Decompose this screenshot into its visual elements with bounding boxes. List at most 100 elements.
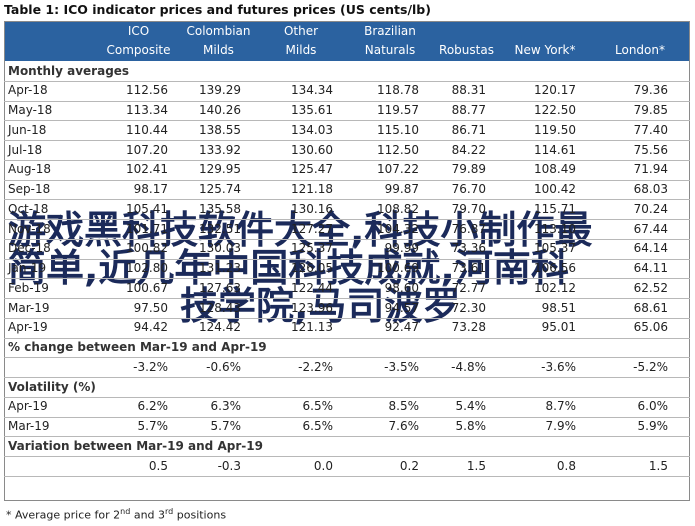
value-cell: 114.61	[534, 142, 576, 157]
value-cell: -3.6%	[541, 359, 576, 374]
value-cell: 76.87	[451, 221, 486, 236]
value-cell: 62.52	[633, 280, 668, 295]
value-cell: 99.87	[384, 182, 419, 196]
value-cell: 119.57	[377, 103, 419, 117]
value-cell: -0.6%	[206, 359, 241, 374]
value-cell: 100.69	[377, 261, 419, 275]
value-cell: 128.43	[199, 300, 241, 315]
column-header: Other	[283, 24, 319, 38]
value-cell: 98.17	[133, 182, 168, 196]
value-cell: 120.17	[534, 83, 576, 98]
value-cell: -2.2%	[298, 359, 333, 374]
row-divider	[4, 140, 690, 141]
row-divider	[4, 219, 690, 220]
value-cell: 6.5%	[302, 419, 334, 433]
column-header: London*	[615, 43, 665, 57]
value-cell: 122.44	[291, 280, 333, 295]
value-cell: 133.92	[199, 142, 241, 157]
row-label: Apr-18	[8, 83, 48, 98]
value-cell: 5.8%	[455, 419, 487, 433]
value-cell: 108.82	[377, 201, 419, 216]
value-cell: 139.29	[199, 83, 241, 98]
section-heading: % change between Mar-19 and Apr-19	[8, 340, 267, 354]
value-cell: 110.44	[126, 122, 168, 137]
value-cell: 124.42	[199, 320, 241, 335]
value-cell: 65.06	[633, 320, 668, 335]
column-header: Composite	[106, 43, 171, 57]
value-cell: -5.2%	[633, 359, 668, 374]
value-cell: 0.2	[399, 458, 419, 473]
value-cell: 113.10	[534, 221, 576, 236]
value-cell: 105.37	[534, 241, 576, 256]
value-cell: 73.28	[451, 320, 486, 335]
value-cell: 6.0%	[637, 399, 669, 414]
column-header: ICO	[127, 24, 150, 38]
row-label: Aug-18	[8, 162, 52, 177]
value-cell: 102.12	[534, 280, 576, 295]
row-divider	[4, 338, 690, 339]
value-cell: 125.47	[291, 162, 333, 177]
row-divider	[4, 357, 690, 358]
value-cell: 75.56	[633, 142, 668, 157]
value-cell: 129.95	[199, 162, 241, 177]
value-cell: 79.85	[633, 103, 668, 117]
value-cell: 88.77	[451, 103, 486, 117]
value-cell: 79.70	[451, 201, 486, 216]
section-heading: Monthly averages	[8, 63, 130, 78]
value-cell: 123.96	[291, 300, 333, 315]
value-cell: 106.56	[534, 261, 576, 275]
value-cell: 107.22	[377, 162, 419, 177]
value-cell: 134.03	[291, 122, 333, 137]
value-cell: 100.67	[126, 280, 168, 295]
value-cell: 130.03	[199, 241, 241, 256]
value-cell: 86.71	[451, 122, 486, 137]
value-cell: 105.41	[126, 201, 168, 216]
value-cell: 107.20	[126, 142, 168, 157]
row-divider	[4, 199, 690, 200]
value-cell: 118.78	[377, 83, 419, 98]
row-divider	[4, 259, 690, 260]
row-label: Apr-19	[8, 399, 48, 414]
value-cell: -3.2%	[133, 359, 168, 374]
value-cell: 126.05	[291, 261, 333, 275]
value-cell: 99.99	[384, 241, 419, 256]
value-cell: 8.7%	[545, 399, 577, 414]
value-cell: 0.5	[148, 458, 168, 473]
value-cell: 108.49	[534, 162, 576, 177]
value-cell: 7.6%	[388, 419, 420, 433]
row-divider	[4, 81, 690, 82]
value-cell: 64.11	[633, 261, 668, 275]
footnote-part: nd	[120, 507, 131, 516]
row-label: May-18	[8, 103, 53, 117]
row-label: Oct-18	[8, 201, 49, 216]
row-divider	[4, 377, 690, 378]
value-cell: 94.42	[133, 320, 168, 335]
value-cell: 92.47	[384, 320, 419, 335]
value-cell: 1.5	[466, 458, 486, 473]
footnote: * Average price for 2nd and 3rd position…	[6, 504, 226, 524]
row-divider	[4, 160, 690, 161]
row-divider	[4, 278, 690, 279]
row-divider	[4, 436, 690, 437]
value-cell: 70.24	[633, 201, 668, 216]
value-cell: 115.10	[377, 122, 419, 137]
row-label: Apr-19	[8, 320, 48, 335]
row-divider	[4, 298, 690, 299]
value-cell: 127.63	[199, 280, 241, 295]
row-label: Nov-18	[8, 221, 51, 236]
value-cell: 102.41	[126, 162, 168, 177]
value-cell: 97.50	[133, 300, 168, 315]
row-label: Feb-19	[8, 280, 49, 295]
value-cell: 6.2%	[137, 399, 169, 414]
value-cell: 88.31	[451, 83, 486, 98]
value-cell: 121.18	[291, 182, 333, 196]
value-cell: 68.61	[633, 300, 668, 315]
table-title: Table 1: ICO indicator prices and future…	[4, 2, 431, 17]
row-label: Dec-18	[8, 241, 51, 256]
row-divider	[4, 239, 690, 240]
value-cell: 8.5%	[388, 399, 420, 414]
row-divider	[4, 397, 690, 398]
row-label: Jun-18	[8, 122, 47, 137]
value-cell: 140.26	[199, 103, 241, 117]
value-cell: 77.40	[633, 122, 668, 137]
